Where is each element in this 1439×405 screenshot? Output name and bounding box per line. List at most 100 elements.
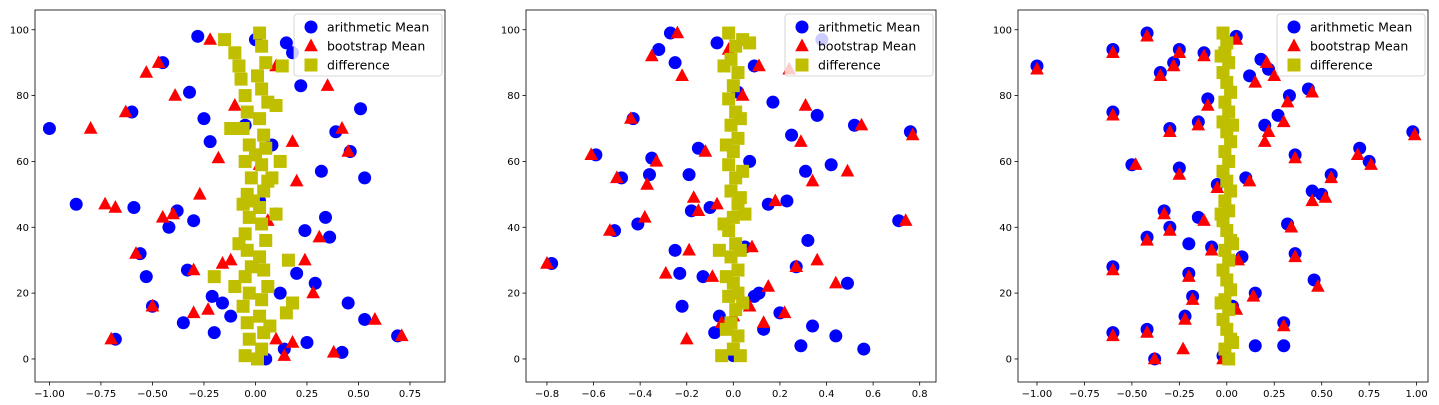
y-tick-label: 60	[16, 157, 29, 168]
data-point-circle	[785, 128, 799, 142]
y-tick-label: 20	[16, 289, 29, 300]
data-point-triangle	[341, 144, 355, 157]
data-point-triangle	[645, 48, 659, 62]
data-point-square	[738, 207, 752, 221]
data-point-square	[255, 82, 269, 96]
data-point-square	[733, 191, 747, 205]
data-point-square	[240, 316, 254, 330]
data-point-square	[238, 227, 252, 241]
data-point-triangle	[1288, 150, 1302, 164]
legend-label: bootstrap Mean	[1310, 39, 1408, 54]
data-point-triangle	[1197, 213, 1211, 226]
data-point-square	[238, 270, 252, 284]
data-point-triangle	[1350, 147, 1365, 160]
data-point-circle	[215, 296, 229, 310]
x-tick-label: 0.8	[912, 389, 928, 400]
data-point-triangle	[1305, 84, 1319, 98]
data-point-square	[228, 280, 242, 294]
data-point-square	[275, 59, 289, 73]
data-point-square	[234, 72, 248, 86]
x-tick-label: 0.50	[347, 389, 369, 400]
y-tick-label: 60	[999, 157, 1012, 168]
data-point-square	[1225, 335, 1239, 349]
data-point-triangle	[1288, 249, 1302, 263]
legend-label: arithmetic Mean	[1310, 20, 1412, 35]
data-point-triangle	[326, 344, 341, 358]
data-point-square	[238, 349, 252, 363]
data-point-circle	[673, 266, 687, 280]
data-point-square	[1216, 26, 1230, 40]
data-point-circle	[806, 319, 820, 333]
data-point-square	[240, 105, 254, 119]
axes-frame	[525, 9, 937, 383]
data-point-circle	[354, 102, 368, 116]
data-point-square	[255, 293, 269, 307]
data-point-square	[246, 194, 260, 208]
data-point-circle	[824, 158, 838, 172]
data-point-triangle	[735, 88, 750, 101]
plot-area	[1030, 26, 1422, 366]
data-point-square	[1218, 145, 1232, 159]
plot-area	[42, 26, 409, 366]
data-point-circle	[1271, 108, 1285, 122]
data-point-square	[255, 39, 269, 53]
legend-label: difference	[818, 58, 881, 73]
y-tick-label: 80	[507, 91, 520, 102]
data-point-circle	[747, 289, 761, 303]
data-point-circle	[176, 316, 190, 330]
x-tick-label: −0.75	[1069, 389, 1100, 400]
data-point-triangle	[1210, 180, 1225, 193]
data-point-triangle	[1259, 55, 1274, 68]
data-point-square	[238, 89, 252, 103]
data-point-triangle	[1246, 288, 1261, 302]
data-point-triangle	[285, 134, 300, 147]
data-point-triangle	[289, 173, 304, 187]
data-point-triangle	[129, 246, 143, 259]
data-point-square	[286, 296, 300, 310]
x-tick-label: 0.0	[725, 389, 741, 400]
data-point-square	[731, 66, 745, 80]
data-point-triangle	[1163, 124, 1177, 137]
data-point-square	[712, 243, 726, 257]
data-point-square	[255, 342, 269, 356]
data-point-circle	[766, 95, 780, 109]
data-point-circle	[696, 270, 710, 284]
data-point-triangle	[108, 200, 123, 213]
data-point-triangle	[277, 348, 292, 361]
data-point-square	[717, 217, 731, 231]
data-point-circle	[314, 164, 328, 178]
data-point-triangle	[1166, 58, 1181, 72]
data-point-circle	[675, 299, 689, 313]
scatter-panel-1: −1.00 −0.75 −0.50 −0.25 0.00 0.25 0.50 0.75 0 20 4…	[10, 9, 446, 400]
data-point-triangle	[1163, 223, 1177, 236]
data-point-circle	[319, 210, 333, 224]
data-point-triangle	[186, 262, 201, 276]
data-point-triangle	[649, 154, 664, 167]
x-tick-label: 0.25	[296, 389, 318, 400]
data-point-triangle	[1140, 28, 1154, 42]
legend-label: arithmetic Mean	[818, 20, 920, 35]
data-point-square	[731, 131, 745, 145]
data-point-square	[1216, 312, 1230, 326]
data-point-triangle	[335, 121, 349, 134]
series-square	[207, 26, 300, 366]
data-point-square	[719, 270, 733, 284]
data-point-triangle	[285, 335, 300, 348]
data-point-triangle	[1364, 157, 1378, 170]
data-point-triangle	[1197, 48, 1211, 62]
x-tick-label: −0.75	[86, 389, 117, 400]
data-point-triangle	[118, 104, 133, 118]
x-tick-label: −0.6	[581, 389, 605, 400]
data-point-square	[1220, 75, 1234, 89]
data-point-square	[743, 36, 757, 50]
data-point-square	[1220, 224, 1234, 238]
data-point-triangle	[540, 256, 554, 269]
data-point-triangle	[752, 58, 766, 72]
data-point-square	[1216, 164, 1230, 178]
data-point-square	[253, 250, 267, 264]
data-point-triangle	[905, 127, 920, 141]
data-point-triangle	[1276, 318, 1291, 332]
y-tick-label: 100	[10, 25, 29, 36]
series-circle	[42, 29, 405, 366]
